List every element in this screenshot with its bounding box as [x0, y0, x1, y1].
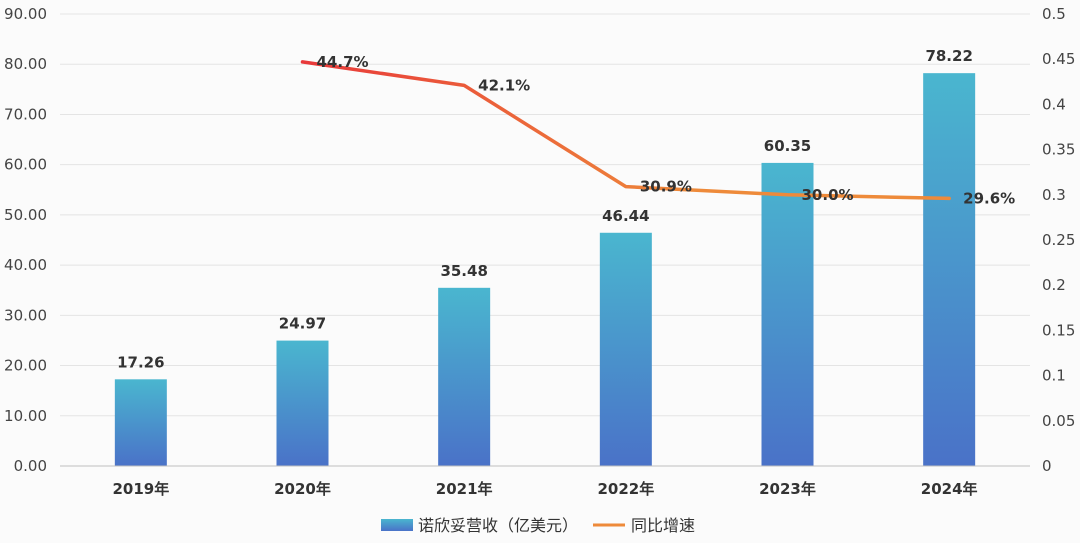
x-tick-label: 2019年: [112, 480, 169, 498]
bar-data-label: 78.22: [925, 47, 972, 65]
left-tick-label: 40.00: [4, 256, 47, 274]
left-axis-ticks: 0.00 10.00 20.00 30.00 40.00 50.00 60.00 70.00 8…: [4, 5, 47, 475]
x-axis-ticks: 2019年 2020年 2021年 2022年 2023年 2024年: [112, 480, 977, 498]
bar: [114, 379, 167, 466]
left-tick-label: 20.00: [4, 357, 47, 375]
right-tick-label: 0: [1042, 457, 1052, 475]
right-tick-label: 0.1: [1042, 367, 1066, 385]
bar-data-label: 24.97: [279, 315, 326, 333]
right-tick-label: 0.05: [1042, 412, 1075, 430]
left-tick-label: 70.00: [4, 105, 47, 123]
line-data-label: 30.9%: [640, 178, 692, 196]
bar: [438, 287, 491, 466]
x-tick-label: 2023年: [759, 480, 816, 498]
line-data-label: 42.1%: [478, 76, 530, 94]
right-tick-label: 0.15: [1042, 321, 1075, 339]
left-tick-label: 10.00: [4, 407, 47, 425]
right-tick-label: 0.3: [1042, 186, 1066, 204]
line-data-label: 29.6%: [963, 189, 1015, 207]
bar: [923, 73, 976, 467]
line-data-label: 44.7%: [317, 53, 369, 71]
bar: [761, 162, 814, 467]
right-tick-label: 0.45: [1042, 50, 1075, 68]
bar-data-label: 35.48: [440, 262, 487, 280]
line-series: 44.7% 42.1% 30.9% 30.0% 29.6%: [300, 53, 1015, 207]
bar-data-label: 17.26: [117, 353, 164, 371]
right-tick-label: 0.4: [1042, 95, 1066, 113]
x-tick-label: 2021年: [436, 480, 493, 498]
right-axis-ticks: 0 0.05 0.1 0.15 0.2 0.25 0.3 0.35 0.4 0.45 0.5: [1042, 5, 1075, 475]
legend: 诺欣妥营收（亿美元） 同比增速: [381, 516, 695, 535]
right-tick-label: 0.5: [1042, 5, 1066, 23]
left-tick-label: 50.00: [4, 206, 47, 224]
legend-line-label: 同比增速: [631, 516, 695, 535]
bar: [276, 340, 329, 466]
right-tick-label: 0.35: [1042, 141, 1075, 159]
left-tick-label: 80.00: [4, 55, 47, 73]
left-tick-label: 30.00: [4, 306, 47, 324]
left-tick-label: 90.00: [4, 5, 47, 23]
bar: [599, 232, 652, 466]
growth-line: [300, 60, 951, 201]
x-tick-label: 2024年: [921, 480, 978, 498]
left-tick-label: 0.00: [14, 457, 47, 475]
legend-bar-swatch: [381, 519, 413, 531]
bar-data-label: 46.44: [602, 207, 649, 225]
x-tick-label: 2020年: [274, 480, 331, 498]
left-tick-label: 60.00: [4, 156, 47, 174]
x-tick-label: 2022年: [597, 480, 654, 498]
right-tick-label: 0.2: [1042, 276, 1066, 294]
line-data-label: 30.0%: [802, 186, 854, 204]
bar-data-label: 60.35: [764, 137, 811, 155]
gridlines: [60, 13, 1030, 417]
right-tick-label: 0.25: [1042, 231, 1075, 249]
legend-bar-label: 诺欣妥营收（亿美元）: [418, 516, 578, 535]
bar-series: 17.26 24.97 35.48 46.44 60.35 78.22: [114, 47, 976, 467]
